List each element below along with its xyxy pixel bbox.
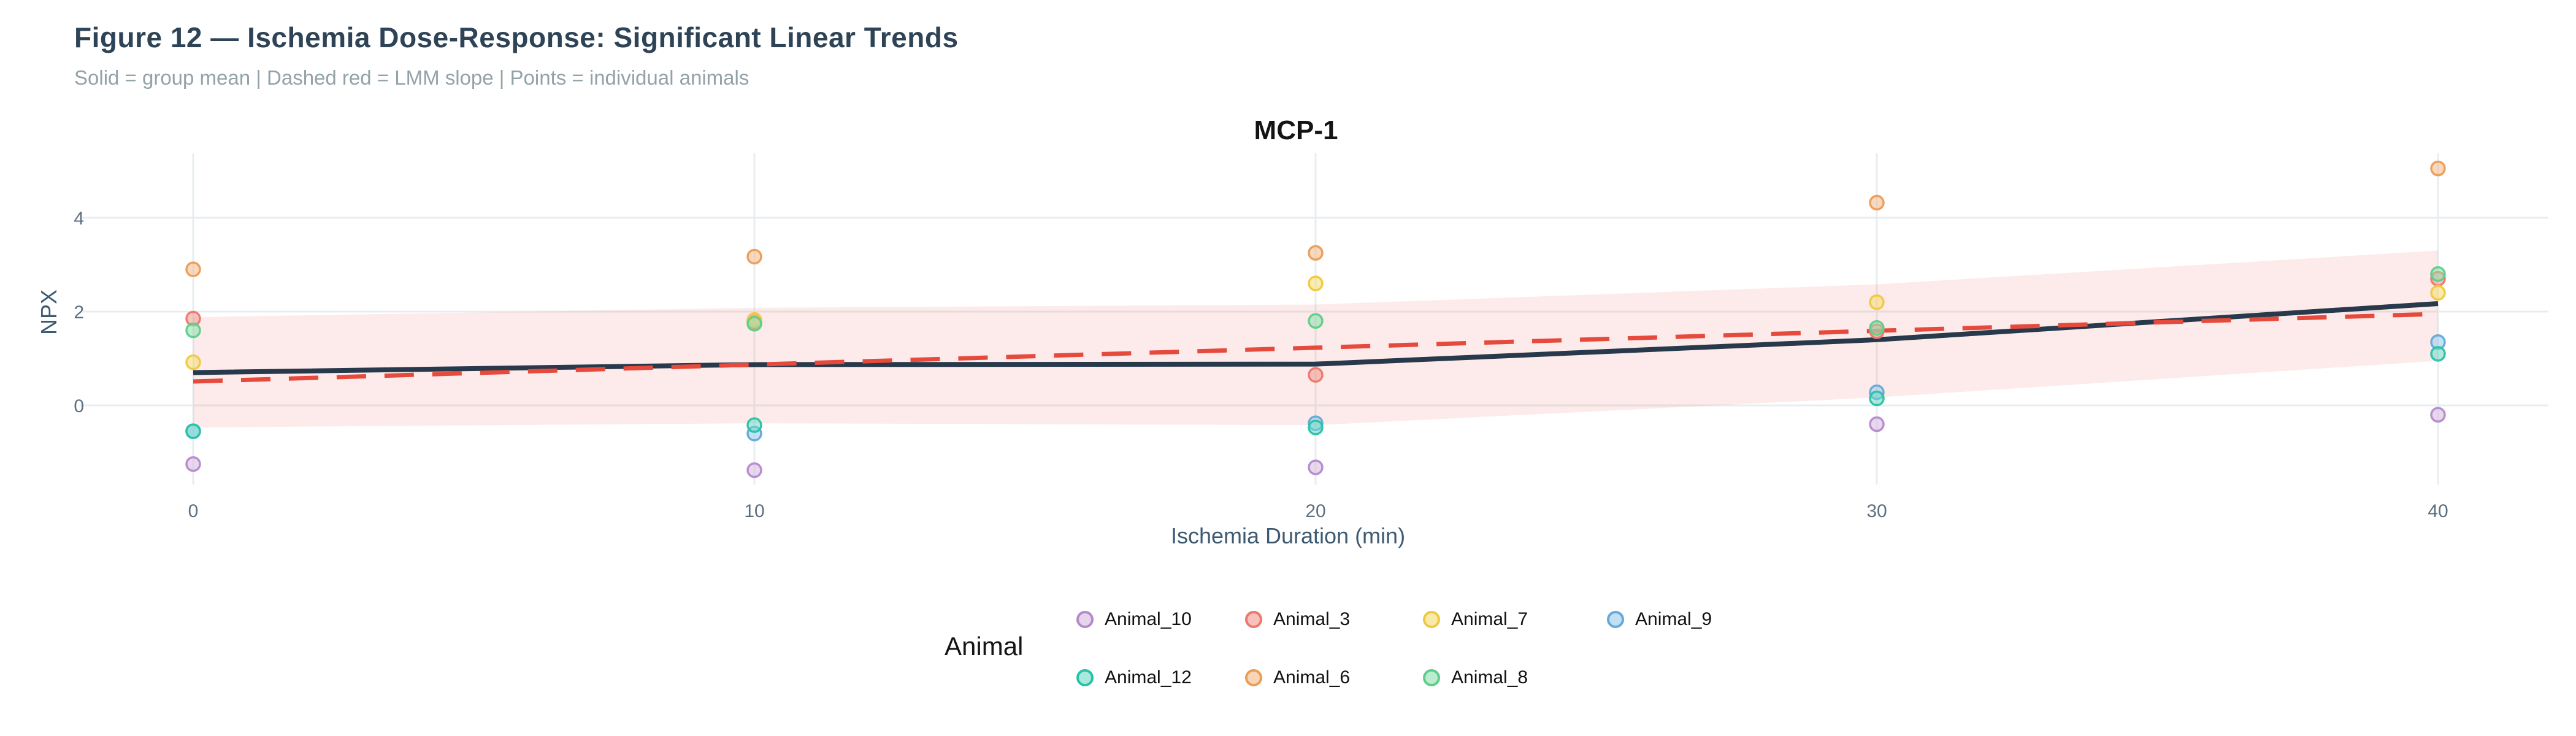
data-point-animal_10 bbox=[185, 456, 201, 472]
x-axis-title: Ischemia Duration (min) bbox=[1170, 523, 1406, 548]
legend-item: Animal_3 bbox=[1245, 606, 1350, 633]
x-tick-label: 40 bbox=[2428, 501, 2448, 521]
data-point-animal_8 bbox=[1869, 320, 1885, 336]
data-point-animal_7 bbox=[1308, 275, 1324, 291]
legend-item-label: Animal_6 bbox=[1273, 667, 1351, 688]
data-point-animal_6 bbox=[746, 248, 762, 265]
legend-item-label: Animal_7 bbox=[1451, 609, 1528, 629]
x-tick-label: 30 bbox=[1866, 501, 1887, 521]
legend-item: Animal_8 bbox=[1423, 664, 1528, 691]
data-point-animal_7 bbox=[185, 354, 201, 370]
data-point-animal_8 bbox=[2430, 266, 2446, 282]
data-point-animal_12 bbox=[185, 423, 201, 439]
data-point-animal_12 bbox=[1869, 390, 1885, 407]
lmm-slope-line bbox=[193, 312, 2439, 384]
legend-swatch-dot bbox=[1607, 611, 1624, 628]
data-point-animal_12 bbox=[2430, 346, 2446, 362]
group-mean-line bbox=[193, 301, 2439, 375]
data-point-animal_6 bbox=[185, 261, 201, 277]
legend-swatch-dot bbox=[1423, 669, 1440, 686]
data-point-animal_6 bbox=[1308, 245, 1324, 261]
legend-swatch-dot bbox=[1076, 611, 1094, 628]
legend-swatch-dot bbox=[1245, 669, 1262, 686]
data-point-animal_8 bbox=[746, 316, 762, 332]
legend-item: Animal_12 bbox=[1076, 664, 1192, 691]
data-point-animal_10 bbox=[1308, 459, 1324, 475]
data-point-animal_7 bbox=[2430, 285, 2446, 301]
legend-item: Animal_9 bbox=[1607, 606, 1712, 633]
data-point-animal_12 bbox=[1308, 420, 1324, 435]
data-point-animal_6 bbox=[2430, 160, 2446, 177]
legend-item-label: Animal_3 bbox=[1273, 609, 1351, 629]
legend-item-label: Animal_12 bbox=[1105, 667, 1192, 688]
legend-item-label: Animal_8 bbox=[1451, 667, 1528, 688]
legend-item-label: Animal_9 bbox=[1635, 609, 1712, 629]
data-point-animal_10 bbox=[746, 462, 762, 478]
legend-item: Animal_10 bbox=[1076, 606, 1192, 633]
legend-swatch-dot bbox=[1076, 669, 1094, 686]
data-point-animal_12 bbox=[746, 417, 762, 433]
legend-swatch-dot bbox=[1245, 611, 1262, 628]
legend-swatch-dot bbox=[1423, 611, 1440, 628]
figure-subtitle: Solid = group mean | Dashed red = LMM sl… bbox=[74, 66, 749, 89]
y-axis-title: NPX bbox=[36, 289, 61, 335]
data-point-animal_3 bbox=[1308, 367, 1324, 383]
y-tick-label: 0 bbox=[74, 396, 84, 416]
figure-title: Figure 12 — Ischemia Dose-Response: Sign… bbox=[74, 21, 959, 53]
legend-item: Animal_6 bbox=[1245, 664, 1350, 691]
data-point-animal_8 bbox=[1308, 313, 1324, 329]
y-tick-label: 4 bbox=[74, 209, 84, 229]
data-point-animal_7 bbox=[1869, 294, 1885, 310]
data-point-animal_8 bbox=[185, 322, 201, 339]
x-tick-label: 0 bbox=[188, 501, 199, 521]
panel-title: MCP-1 bbox=[1254, 115, 1338, 145]
data-point-animal_10 bbox=[1869, 416, 1885, 432]
legend-item-label: Animal_10 bbox=[1105, 609, 1192, 629]
data-point-animal_6 bbox=[1869, 194, 1885, 211]
y-tick-label: 2 bbox=[74, 302, 84, 323]
legend-item: Animal_7 bbox=[1423, 606, 1528, 633]
legend-title: Animal bbox=[945, 632, 1024, 661]
data-point-animal_10 bbox=[2430, 407, 2446, 423]
x-tick-label: 20 bbox=[1305, 501, 1325, 521]
x-tick-label: 10 bbox=[744, 501, 764, 521]
